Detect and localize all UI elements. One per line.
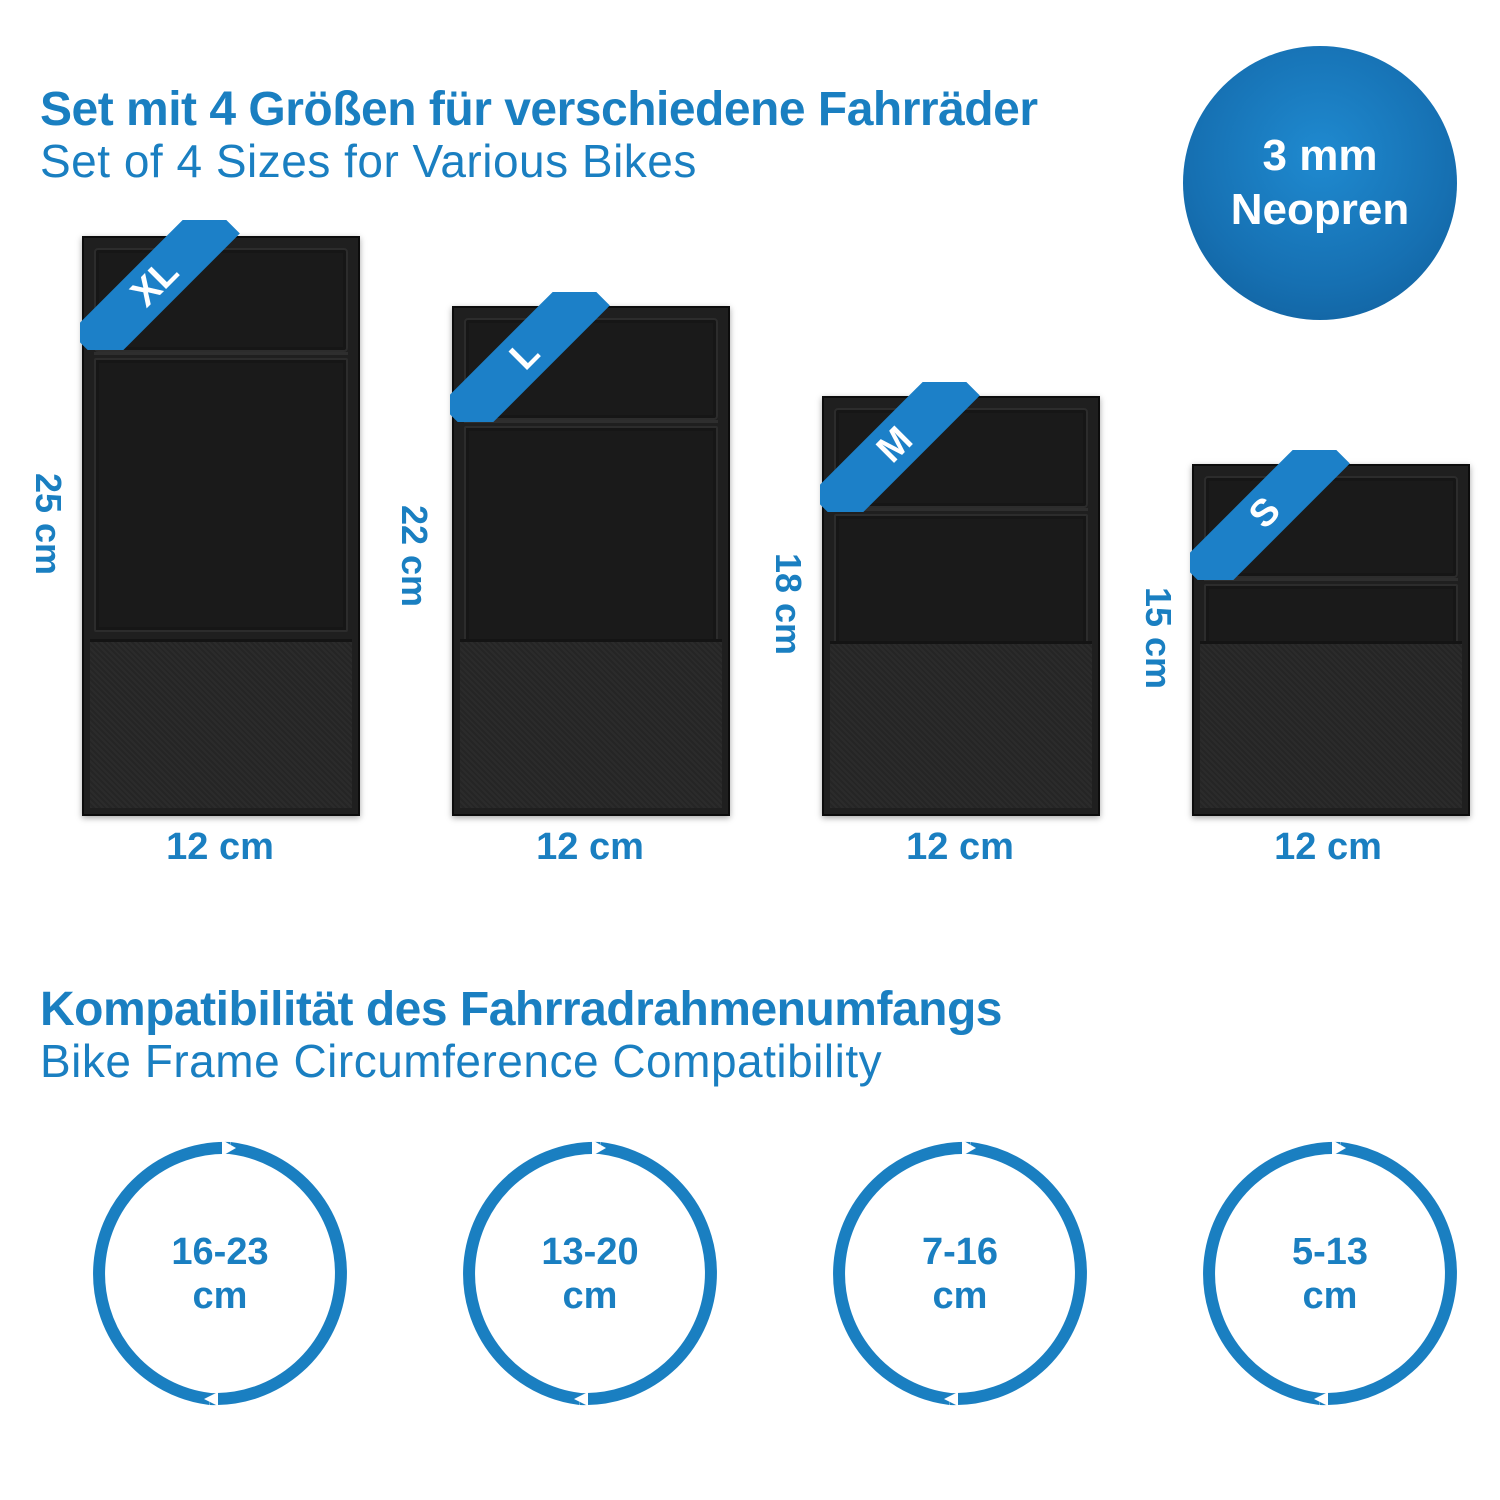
circumference-ring: 13-20 cm	[452, 1136, 728, 1412]
pad-pocket	[834, 514, 1088, 646]
height-label-m: 18 cm	[768, 552, 809, 656]
velcro-strip	[1200, 641, 1462, 808]
ring-range: 5-13	[1291, 1231, 1369, 1273]
size-tag-l: L	[450, 292, 610, 422]
pad-pocket	[1204, 584, 1458, 646]
compatibility-title-de: Kompatibilität des Fahrradrahmenumfangs	[40, 983, 1003, 1036]
ring-unit: cm	[192, 1275, 248, 1317]
height-label-l: 22 cm	[394, 504, 435, 608]
section-subtitle-en: Set of 4 Sizes for Various Bikes	[40, 135, 697, 187]
width-label-xl: 12 cm	[166, 826, 274, 868]
ring-arrows-icon	[833, 1140, 1087, 1406]
width-label-m: 12 cm	[906, 826, 1014, 868]
height-label-s: 15 cm	[1138, 586, 1179, 690]
pad-pocket	[94, 358, 348, 632]
circumference-ring: 5-13 cm	[1192, 1136, 1468, 1412]
badge-thickness: 3 mm	[1262, 131, 1378, 180]
compatibility-subtitle-en: Bike Frame Circumference Compatibility	[40, 1035, 883, 1087]
size-tag-xl: XL	[80, 220, 240, 350]
size-tag-s: S	[1190, 450, 1350, 580]
ring-range: 13-20	[541, 1231, 639, 1273]
ring-unit: cm	[1302, 1275, 1358, 1317]
ring-range: 16-23	[171, 1231, 269, 1273]
section-title-de: Set mit 4 Größen für verschiedene Fahrrä…	[40, 83, 1038, 136]
velcro-strip	[90, 639, 352, 808]
ring-arrows-icon	[1203, 1140, 1457, 1406]
width-label-l: 12 cm	[536, 826, 644, 868]
pad-s	[1192, 464, 1470, 816]
badge-material: Neopren	[1230, 185, 1410, 234]
ring-range: 7-16	[921, 1231, 999, 1273]
size-tag-m: M	[820, 382, 980, 512]
ring-arrows-icon	[463, 1140, 717, 1406]
pad-pocket	[464, 426, 718, 650]
velcro-strip	[460, 639, 722, 808]
ring-unit: cm	[562, 1275, 618, 1317]
neoprene-badge: 3 mm Neopren	[1183, 46, 1457, 320]
circumference-ring: 7-16 cm	[822, 1136, 1098, 1412]
ring-arrows-icon	[93, 1140, 347, 1406]
width-label-s: 12 cm	[1274, 826, 1382, 868]
ring-unit: cm	[932, 1275, 988, 1317]
velcro-strip	[830, 641, 1092, 808]
height-label-xl: 25 cm	[28, 472, 69, 576]
circumference-ring: 16-23 cm	[82, 1136, 358, 1412]
